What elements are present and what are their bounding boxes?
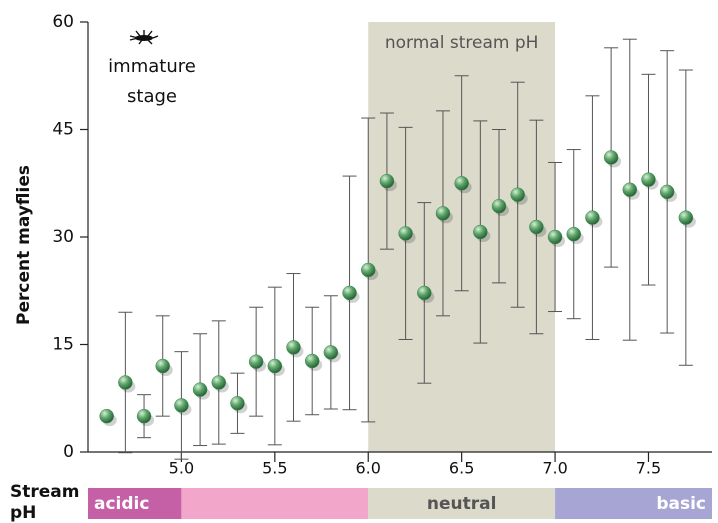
point <box>360 262 376 278</box>
point <box>566 226 581 242</box>
ph-segment <box>88 488 182 519</box>
x-tick-label: 7.0 <box>542 459 567 478</box>
point <box>473 224 488 240</box>
x-tick-label: 5.5 <box>262 459 287 478</box>
y-tick-label: 0 <box>63 442 74 462</box>
point <box>248 354 264 369</box>
ph-segment <box>368 488 556 519</box>
point <box>491 198 507 214</box>
point <box>323 345 339 360</box>
y-tick-label: 15 <box>52 335 74 355</box>
point <box>678 210 694 225</box>
point <box>622 182 638 197</box>
annotation: immature <box>108 56 196 77</box>
point <box>342 285 357 301</box>
point <box>304 353 320 369</box>
point <box>603 150 619 165</box>
x-tick-label: 7.5 <box>636 459 661 478</box>
ph-segment-label: basic <box>656 494 706 514</box>
y-axis-title: Percent mayflies <box>14 165 34 325</box>
point <box>267 358 283 374</box>
ph-scale-title: Stream <box>10 482 79 502</box>
annotation: stage <box>127 86 177 107</box>
point <box>417 285 432 301</box>
point <box>230 396 245 411</box>
ph-segment-label: neutral <box>427 494 497 514</box>
point <box>211 375 227 390</box>
point <box>529 219 544 235</box>
point <box>585 210 600 225</box>
ph-segment-label: acidic <box>94 494 149 514</box>
point <box>398 226 413 241</box>
point <box>547 229 563 245</box>
point <box>510 187 525 202</box>
point <box>192 382 208 397</box>
band-label: normal stream pH <box>385 33 539 53</box>
x-tick-label: 6.0 <box>356 459 381 478</box>
x-tick-label: 5.0 <box>169 459 194 478</box>
ph-segment <box>555 488 712 519</box>
point <box>286 340 301 355</box>
point <box>454 176 469 191</box>
point <box>435 206 451 221</box>
y-tick-label: 60 <box>52 12 74 32</box>
point <box>136 408 152 424</box>
mayfly-icon <box>129 30 159 45</box>
point <box>155 358 170 374</box>
x-tick-label: 6.5 <box>449 459 474 478</box>
ph-scale-title: pH <box>10 503 36 523</box>
point <box>174 398 189 413</box>
point <box>379 173 395 189</box>
ph-segment <box>181 488 369 519</box>
point <box>641 172 656 187</box>
point <box>659 184 675 200</box>
y-tick-label: 45 <box>52 120 74 140</box>
point <box>118 375 133 390</box>
point <box>99 408 114 424</box>
y-tick-label: 30 <box>52 227 74 247</box>
